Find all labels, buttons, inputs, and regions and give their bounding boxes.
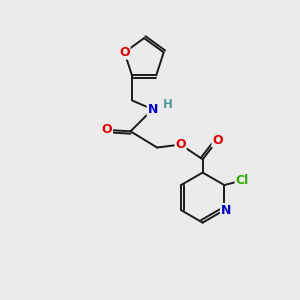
Text: N: N [147, 103, 158, 116]
Text: N: N [220, 204, 231, 217]
Text: O: O [102, 123, 112, 136]
Text: H: H [162, 98, 172, 111]
Text: O: O [175, 138, 186, 151]
Text: Cl: Cl [236, 174, 249, 187]
Text: O: O [119, 46, 130, 59]
Text: O: O [212, 134, 223, 147]
